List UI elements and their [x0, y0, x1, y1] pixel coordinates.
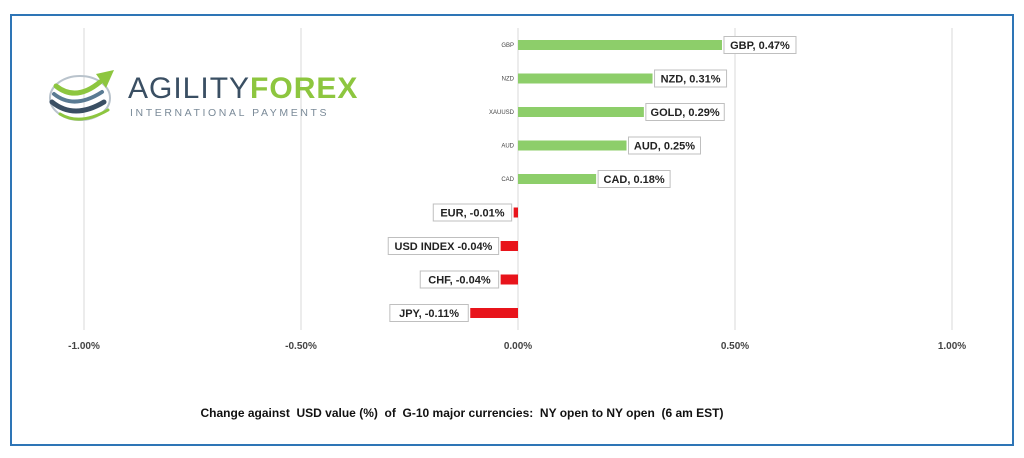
x-tick-label: -1.00%	[68, 341, 100, 352]
data-label: GOLD, 0.29%	[651, 107, 720, 119]
category-label: XAUUSD	[489, 110, 515, 116]
data-label: CAD, 0.18%	[604, 174, 665, 186]
chart-caption: Change against USD value (%) of G-10 maj…	[200, 406, 724, 420]
category-label: AUD	[501, 144, 514, 150]
x-tick-label: -0.50%	[285, 341, 317, 352]
bar	[470, 308, 518, 318]
data-label: NZD, 0.31%	[661, 74, 721, 86]
agility-forex-logo: AGILITYFOREX INTERNATIONAL PAYMENTS	[44, 62, 357, 132]
data-label: CHF, -0.04%	[428, 275, 491, 287]
chart-frame	[10, 14, 1014, 446]
data-label: JPY, -0.11%	[399, 308, 459, 320]
data-label-box	[723, 36, 797, 54]
data-label-box	[387, 237, 500, 255]
bar	[518, 140, 627, 151]
x-tick-label: 0.00%	[504, 341, 532, 352]
logo-tagline: INTERNATIONAL PAYMENTS	[130, 107, 330, 119]
logo-wordmark: AGILITYFOREX	[128, 72, 358, 106]
data-label-box	[628, 136, 701, 155]
bar	[518, 73, 653, 84]
swoosh-globe-arrow-icon	[49, 70, 114, 121]
data-label: GBP, 0.47%	[730, 40, 790, 52]
x-tick-label: 1.00%	[938, 341, 966, 352]
category-label: GBP	[501, 43, 514, 49]
x-tick-label: 0.50%	[721, 341, 749, 352]
data-label-box	[645, 103, 725, 121]
category-label: CAD	[501, 177, 514, 183]
data-label-box	[597, 170, 671, 188]
data-label-box	[389, 304, 469, 322]
data-label-box	[654, 69, 728, 88]
data-label: USD INDEX -0.04%	[395, 241, 493, 253]
bar	[513, 207, 518, 218]
bar	[518, 107, 644, 117]
data-label-box	[432, 203, 513, 222]
bar	[518, 40, 722, 50]
logo-name-part1: AGILITY	[128, 72, 251, 105]
data-label-box	[419, 270, 500, 289]
logo-name-part2: FOREX	[250, 72, 359, 105]
category-label: NZD	[502, 77, 515, 83]
bar	[500, 274, 518, 285]
bar	[518, 174, 597, 184]
bar	[500, 241, 518, 251]
data-label: AUD, 0.25%	[634, 141, 695, 153]
data-label: EUR, -0.01%	[440, 208, 504, 220]
